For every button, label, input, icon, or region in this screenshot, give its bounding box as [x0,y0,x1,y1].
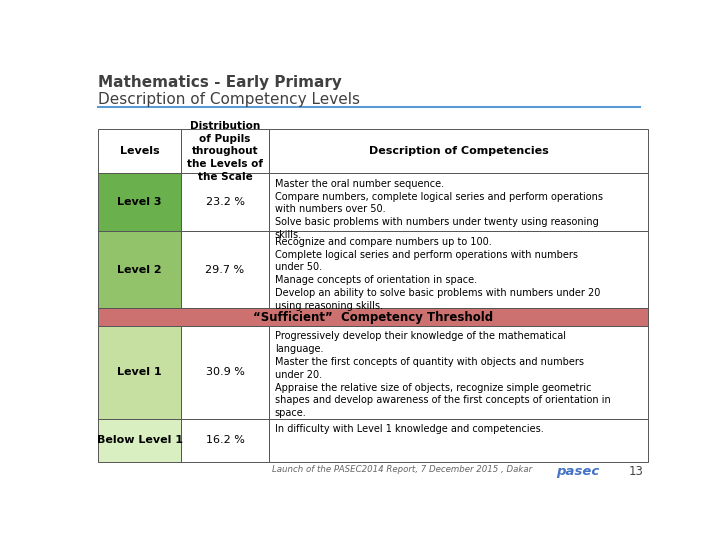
Bar [99,326,181,419]
Bar [269,326,648,419]
Text: “Sufficient”  Competency Threshold: “Sufficient” Competency Threshold [253,310,493,323]
Bar [99,419,181,462]
Text: Progressively develop their knowledge of the mathematical
language.
Master the f: Progressively develop their knowledge of… [275,332,611,418]
Bar [269,173,648,232]
Bar [181,419,269,462]
Text: Level 3: Level 3 [117,198,162,207]
Bar [181,232,269,308]
Bar [181,326,269,419]
Bar [99,173,181,232]
Text: 30.9 %: 30.9 % [206,367,245,377]
Bar [99,308,648,326]
Text: Below Level 1: Below Level 1 [96,435,183,445]
Bar [269,232,648,308]
Text: Description of Competencies: Description of Competencies [369,146,549,156]
Text: Levels: Levels [120,146,159,156]
Bar [269,129,648,173]
Text: 23.2 %: 23.2 % [205,198,245,207]
Bar [99,232,181,308]
Text: Level 1: Level 1 [117,367,162,377]
Bar [269,419,648,462]
Bar [181,129,269,173]
Text: Recognize and compare numbers up to 100.
Complete logical series and perform ope: Recognize and compare numbers up to 100.… [275,237,600,311]
Text: 13: 13 [629,465,644,478]
Bar [181,173,269,232]
Text: Distribution
of Pupils
throughout
the Levels of
the Scale: Distribution of Pupils throughout the Le… [187,121,263,182]
Text: Level 2: Level 2 [117,265,162,275]
Text: 16.2 %: 16.2 % [206,435,245,445]
Text: In difficulty with Level 1 knowledge and competencies.: In difficulty with Level 1 knowledge and… [275,424,544,434]
Text: 29.7 %: 29.7 % [205,265,245,275]
Text: Master the oral number sequence.
Compare numbers, complete logical series and pe: Master the oral number sequence. Compare… [275,179,603,240]
Bar [99,129,181,173]
Text: pasec: pasec [556,465,599,478]
Text: Description of Competency Levels: Description of Competency Levels [99,92,361,107]
Text: Launch of the PASEC2014 Report, 7 December 2015 , Dakar: Launch of the PASEC2014 Report, 7 Decemb… [272,465,532,474]
Text: Mathematics - Early Primary: Mathematics - Early Primary [99,75,342,90]
